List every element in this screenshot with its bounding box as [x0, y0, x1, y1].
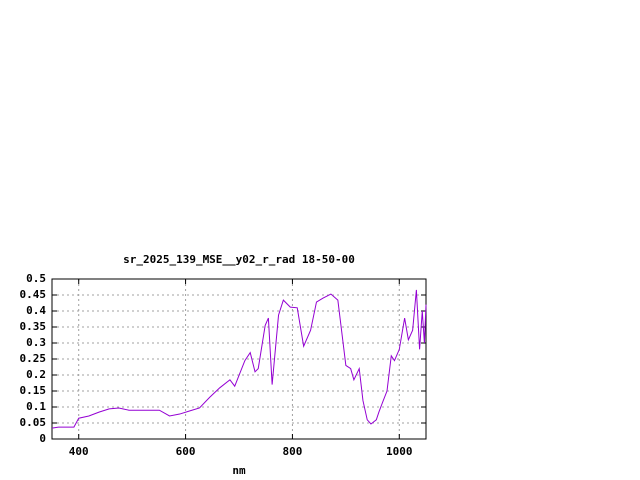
- y-tick-label: 0.2: [26, 368, 46, 381]
- x-tick-label: 400: [69, 445, 89, 458]
- y-tick-label: 0.35: [20, 320, 47, 333]
- y-tick-label: 0.5: [26, 272, 46, 285]
- plot-border: [51, 278, 427, 440]
- y-tick-label: 0: [39, 432, 46, 445]
- y-tick-label: 0.25: [20, 352, 47, 365]
- x-tick-label: 1000: [386, 445, 413, 458]
- y-tick-label: 0.45: [20, 288, 47, 301]
- chart-title: sr_2025_139_MSE__y02_r_rad 18-50-00: [123, 253, 355, 266]
- y-tick-label: 0.1: [26, 400, 46, 413]
- y-tick-label: 0.4: [26, 304, 46, 317]
- y-tick-label: 0.15: [20, 384, 47, 397]
- x-tick-label: 600: [176, 445, 196, 458]
- y-tick-label: 0.3: [26, 336, 46, 349]
- y-tick-label: 0.05: [20, 416, 47, 429]
- data-line: [51, 289, 427, 429]
- x-tick-label: 800: [282, 445, 302, 458]
- x-axis-label: nm: [232, 464, 246, 477]
